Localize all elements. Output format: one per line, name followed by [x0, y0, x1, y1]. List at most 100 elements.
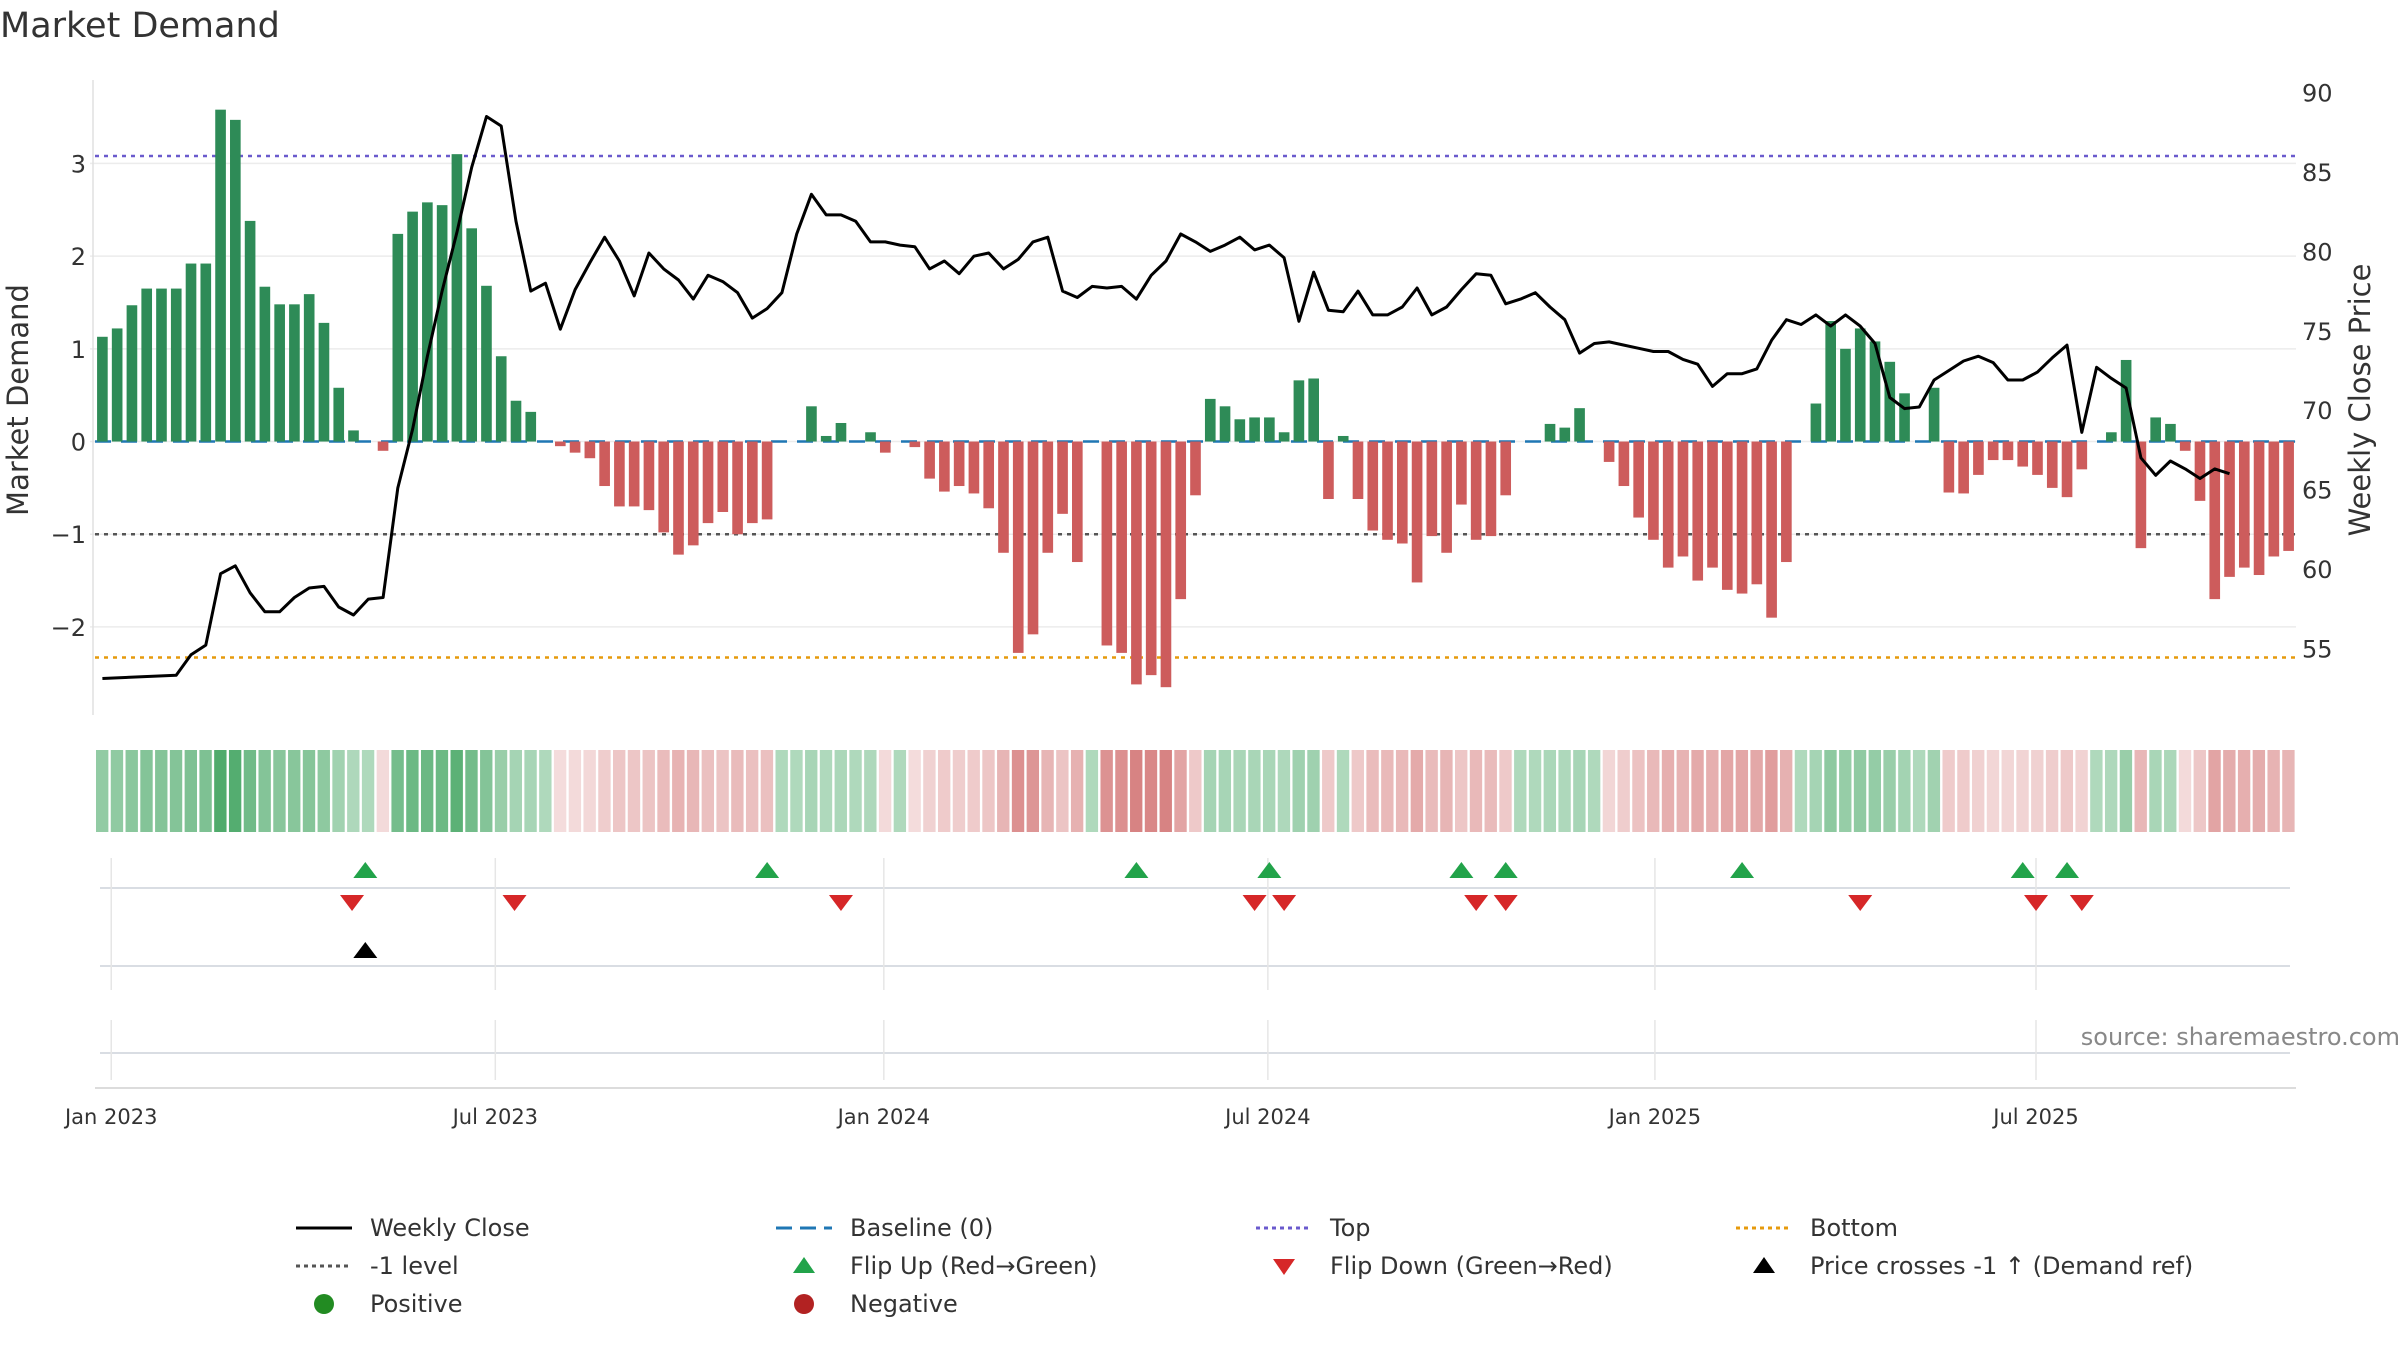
heat-cell	[1573, 750, 1586, 832]
positive-bar	[495, 356, 507, 442]
negative-bar	[1072, 441, 1083, 563]
heat-cell	[1440, 750, 1453, 832]
heat-cell	[1277, 750, 1291, 832]
heat-cell	[1425, 750, 1438, 832]
heat-cell	[1691, 750, 1704, 832]
negative-bar	[658, 441, 670, 533]
x-tick-label: Jul 2025	[1991, 1105, 2078, 1129]
heat-cell	[1972, 750, 1985, 832]
heat-cell	[1499, 750, 1512, 832]
positive-bar	[141, 288, 153, 442]
heat-cell	[1395, 750, 1409, 832]
negative-bar	[983, 441, 995, 509]
positive-bar	[1219, 406, 1231, 442]
positive-bar	[820, 435, 832, 442]
heat-cell	[982, 750, 995, 832]
heat-cell	[1351, 750, 1364, 832]
heat-cell	[2119, 750, 2133, 832]
flip-up-marker	[755, 862, 780, 878]
heat-cell	[1558, 750, 1571, 832]
heat-cell	[997, 750, 1010, 832]
positive-bar	[436, 205, 448, 442]
heat-cell	[642, 750, 655, 832]
heat-cell	[849, 750, 862, 832]
heat-cell	[923, 750, 936, 832]
negative-bar	[732, 441, 743, 535]
y2-tick-label: 75	[2302, 318, 2333, 346]
negative-bar	[1648, 441, 1659, 540]
flip-up-marker	[2010, 862, 2035, 878]
heat-cell	[1085, 750, 1099, 832]
negative-bar	[377, 441, 389, 451]
flip-down-marker	[1242, 895, 1267, 911]
negative-bar	[614, 441, 625, 507]
heat-cell	[243, 750, 257, 832]
positive-bar	[865, 432, 876, 442]
heat-cell	[273, 750, 286, 832]
negative-bar	[554, 441, 566, 447]
heat-cell	[228, 750, 242, 832]
heat-cell	[1824, 750, 1837, 832]
y2-tick-label: 90	[2302, 80, 2333, 108]
negative-bar	[2002, 441, 2014, 461]
y2-tick-label: 60	[2302, 556, 2333, 584]
negative-bar	[1943, 441, 1955, 493]
heat-cell	[1100, 750, 1113, 832]
negative-bar	[879, 441, 891, 453]
positive-bar	[259, 286, 271, 442]
positive-bar	[1869, 341, 1881, 442]
legend: Weekly Close Baseline (0) Top Bottom -1 leve…	[290, 1210, 2290, 1330]
negative-bar	[953, 441, 965, 487]
heat-cell	[1720, 750, 1734, 832]
negative-bar	[2032, 441, 2043, 475]
positive-bar	[1293, 380, 1305, 442]
negative-bar	[1677, 441, 1689, 557]
heat-cell	[435, 750, 449, 832]
flip-up-marker	[2055, 862, 2080, 878]
heat-cell	[420, 750, 434, 832]
negative-bar	[599, 441, 610, 487]
heat-cell	[1853, 750, 1867, 832]
circle-icon	[290, 1286, 356, 1322]
flip-down-marker	[2069, 895, 2094, 911]
negative-bar	[1145, 441, 1157, 676]
heat-cell	[2134, 750, 2147, 832]
heat-cell	[1292, 750, 1305, 832]
heat-cell	[1189, 750, 1202, 832]
heat-cell	[376, 750, 390, 832]
positive-bar	[1308, 378, 1319, 442]
positive-bar	[244, 220, 256, 442]
y2-tick-label: 80	[2302, 238, 2333, 266]
legend-label: Flip Up (Red→Green)	[850, 1252, 1098, 1280]
negative-bar	[1958, 441, 1969, 494]
heat-cell	[1056, 750, 1069, 832]
positive-bar	[230, 119, 241, 442]
chart-canvas: 3 2 1 0 −1 −2 90 85 80 75 70 65 60 55 Jan 2023 Jul 2023…	[1, 80, 2377, 1129]
positive-bar	[274, 304, 285, 442]
positive-bar	[1574, 408, 1585, 442]
legend-item: Price crosses -1 ↑ (Demand ref)	[1730, 1248, 2193, 1284]
heat-cell	[1262, 750, 1276, 832]
legend-label: Positive	[370, 1290, 463, 1318]
negative-bar	[2017, 441, 2029, 467]
positive-bar	[1899, 393, 1910, 442]
negative-bar	[761, 441, 773, 520]
heat-cell	[1130, 750, 1143, 832]
positive-bar	[1854, 328, 1866, 442]
heat-cell	[716, 750, 729, 832]
heat-cell	[1248, 750, 1261, 832]
positive-bar	[392, 233, 404, 442]
negative-bar	[1603, 441, 1615, 462]
positive-bar	[510, 400, 522, 442]
negative-bar	[2135, 441, 2147, 549]
negative-bar	[1751, 441, 1763, 585]
flip-up-marker	[1124, 862, 1149, 878]
circle-icon	[770, 1286, 836, 1322]
heat-cell	[745, 750, 759, 832]
heat-cell	[1898, 750, 1911, 832]
x-tick-label: Jul 2023	[451, 1105, 538, 1129]
heat-cell	[332, 750, 345, 832]
heat-cell	[1602, 750, 1616, 832]
negative-bar	[1190, 441, 1201, 496]
heat-cell	[2149, 750, 2162, 832]
